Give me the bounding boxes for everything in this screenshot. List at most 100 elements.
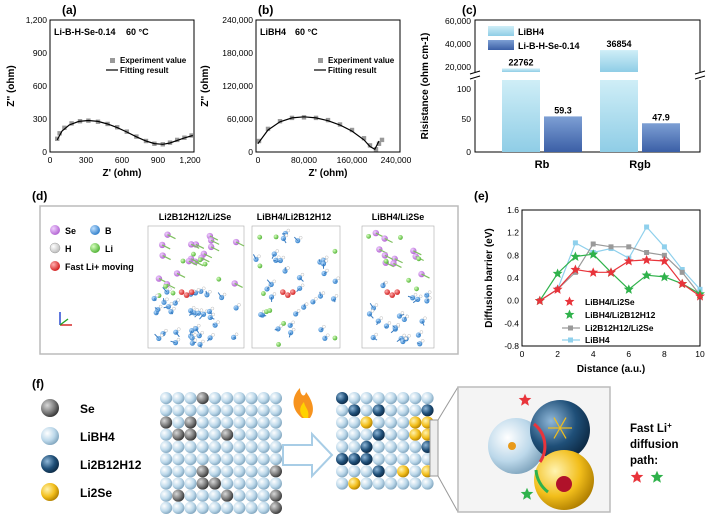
- panel-a-xtick: 900: [151, 155, 165, 165]
- panel-b-ylabel: Z'' (ohm): [200, 65, 211, 106]
- experiment-point: [69, 121, 74, 126]
- libh4-particle: [336, 440, 349, 453]
- se-particle: [208, 477, 221, 490]
- libh4-particle: [245, 440, 258, 453]
- li-atom: [383, 258, 389, 264]
- libh4-particle: [233, 489, 246, 502]
- legend-li2se-ball: [41, 483, 59, 501]
- libh4-particle: [372, 453, 385, 466]
- panel-a-temperature: 60 °C: [126, 27, 149, 37]
- experiment-point: [349, 127, 355, 133]
- bar-libh4-upper: [600, 50, 638, 72]
- libh4-particle: [233, 416, 246, 429]
- bar-value-label: 22762: [508, 57, 533, 67]
- libh4-particle: [160, 465, 173, 478]
- b-h-bond: [212, 323, 216, 326]
- h-atom: [177, 327, 181, 331]
- libh4-particle: [360, 392, 373, 405]
- libh4-particle: [336, 416, 349, 429]
- panel-c-legend-swatch-libh4: [488, 26, 514, 36]
- libh4-particle: [269, 453, 282, 466]
- li-se-bond: [161, 244, 171, 250]
- libh4-particle: [196, 453, 209, 466]
- b-h-bond: [407, 295, 413, 299]
- panel-a-annotation: Li-B-H-Se-0.14: [54, 27, 116, 37]
- panel-c-break-mark: [694, 75, 706, 80]
- libh4-particle: [196, 440, 209, 453]
- libh4-particle: [233, 404, 246, 417]
- panel-e-xtick: 10: [695, 349, 705, 359]
- b-h-bond: [369, 302, 374, 309]
- h-atom: [237, 303, 241, 307]
- se-particle: [269, 489, 282, 502]
- h-atom: [202, 286, 206, 291]
- li2b12h12-particle: [421, 404, 434, 417]
- fast-li-caption-line3: path:: [630, 455, 658, 467]
- libh4-particle: [172, 416, 185, 429]
- h-atom: [172, 306, 176, 311]
- fast-li-atom: [285, 292, 291, 298]
- li-atom: [170, 290, 176, 296]
- flame-icon: [293, 388, 313, 418]
- b-h-bond: [170, 340, 176, 344]
- li-atom: [202, 261, 208, 267]
- li2b12h12-particle: [336, 392, 349, 405]
- li2b12h12-particle: [348, 453, 361, 466]
- b-h-bond: [426, 298, 429, 302]
- panel-e-ylabel: Diffusion barrier (eV): [484, 228, 495, 327]
- libh4-particle: [196, 428, 209, 441]
- b-atom: [271, 251, 277, 257]
- libh4-particle: [160, 489, 173, 502]
- b-h-bond: [273, 259, 276, 262]
- axis-triad-b: [59, 318, 69, 326]
- libh4-particle: [160, 392, 173, 405]
- b-h-bond: [303, 303, 306, 308]
- b-h-bond: [333, 298, 336, 303]
- libh4-particle: [269, 428, 282, 441]
- libh4-particle: [384, 392, 397, 405]
- legend-f-li2se: Li2Se: [80, 486, 112, 500]
- h-atom: [322, 324, 326, 329]
- fast-li-atom: [389, 292, 396, 298]
- b-h-bond: [376, 320, 379, 326]
- h-atom: [402, 333, 406, 338]
- panel-c-break-mark: [469, 70, 481, 75]
- li-se-bond: [384, 254, 394, 260]
- panel-c-category-rb: Rb: [535, 159, 550, 171]
- panel-b-x-ticks: 0 80,000 160,000 240,000: [256, 155, 412, 165]
- panel-c-axis-break: [470, 72, 480, 80]
- h-atom: [298, 235, 303, 240]
- b12-cage-bond: [559, 417, 567, 429]
- libh4-particle: [208, 440, 221, 453]
- h-atom: [296, 309, 301, 313]
- h-atom: [210, 306, 215, 311]
- li-atom: [406, 277, 412, 283]
- libh4-particle: [196, 416, 209, 429]
- li2b12h12-particle: [372, 404, 385, 417]
- libh4-particle: [172, 453, 185, 466]
- libh4-particle: [160, 453, 173, 466]
- series-point: [661, 244, 667, 250]
- experiment-point: [256, 138, 262, 144]
- legend-b-label: B: [105, 226, 112, 236]
- bar-composite: [544, 116, 582, 152]
- libh4-particle: [208, 489, 221, 502]
- fast-li-caption-line1: Fast Li+: [630, 421, 672, 435]
- legend-square-lightblue: [568, 337, 573, 343]
- panel-e-label: (e): [474, 189, 489, 203]
- libh4-particle: [184, 404, 197, 417]
- panel-a-ytick: 1,200: [26, 15, 48, 25]
- li-se-bond: [384, 237, 393, 244]
- b12-cage-bond: [559, 427, 567, 439]
- panel-c-category-rgb: Rgb: [629, 159, 651, 171]
- b-h-bond: [293, 236, 299, 242]
- h-atom: [423, 316, 427, 320]
- panel-c-ytick: 0: [466, 147, 471, 157]
- series-point: [644, 224, 650, 230]
- libh4-particle: [372, 416, 385, 429]
- libh4-particle: [233, 392, 246, 405]
- h-atom: [155, 293, 159, 298]
- structure-li2b12h12-li2se: [147, 225, 245, 349]
- panel-a-legend-fit: Fitting result: [120, 66, 169, 75]
- fast-li-atom: [178, 289, 185, 295]
